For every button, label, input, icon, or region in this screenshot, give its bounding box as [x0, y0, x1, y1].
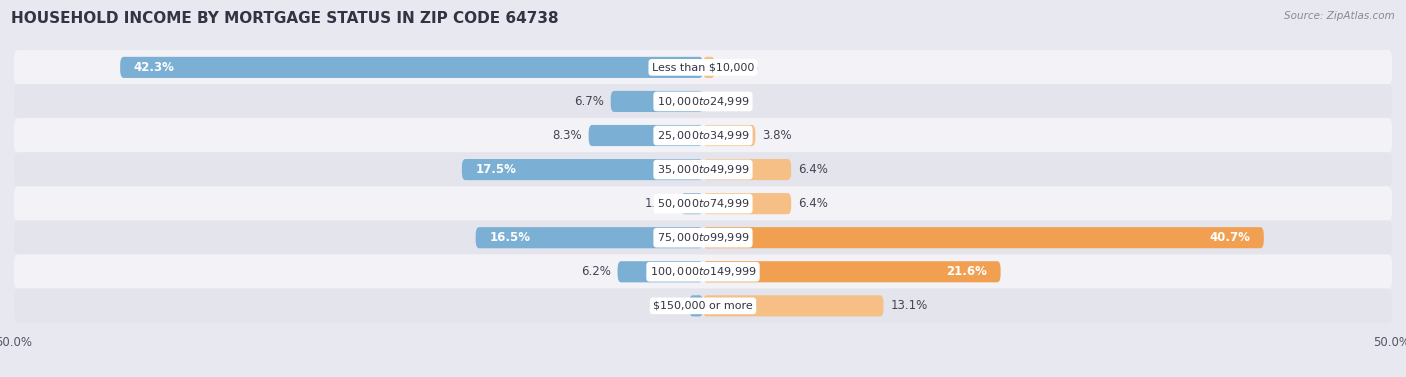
- FancyBboxPatch shape: [589, 125, 703, 146]
- Text: 17.5%: 17.5%: [475, 163, 516, 176]
- FancyBboxPatch shape: [475, 227, 703, 248]
- Text: 3.8%: 3.8%: [762, 129, 792, 142]
- FancyBboxPatch shape: [14, 254, 1392, 289]
- FancyBboxPatch shape: [14, 118, 1392, 153]
- Text: $75,000 to $99,999: $75,000 to $99,999: [657, 231, 749, 244]
- Text: 1.0%: 1.0%: [652, 299, 682, 313]
- Text: 16.5%: 16.5%: [489, 231, 530, 244]
- FancyBboxPatch shape: [703, 193, 792, 214]
- FancyBboxPatch shape: [14, 220, 1392, 255]
- FancyBboxPatch shape: [120, 57, 703, 78]
- FancyBboxPatch shape: [703, 57, 714, 78]
- FancyBboxPatch shape: [14, 50, 1392, 85]
- FancyBboxPatch shape: [703, 125, 755, 146]
- Text: 6.7%: 6.7%: [574, 95, 603, 108]
- Text: 0.0%: 0.0%: [710, 95, 740, 108]
- Text: HOUSEHOLD INCOME BY MORTGAGE STATUS IN ZIP CODE 64738: HOUSEHOLD INCOME BY MORTGAGE STATUS IN Z…: [11, 11, 558, 26]
- Text: $150,000 or more: $150,000 or more: [654, 301, 752, 311]
- Text: 21.6%: 21.6%: [946, 265, 987, 278]
- FancyBboxPatch shape: [461, 159, 703, 180]
- FancyBboxPatch shape: [703, 227, 1264, 248]
- FancyBboxPatch shape: [703, 261, 1001, 282]
- FancyBboxPatch shape: [689, 295, 703, 316]
- Text: 40.7%: 40.7%: [1209, 231, 1250, 244]
- Text: 0.85%: 0.85%: [721, 61, 759, 74]
- Text: $10,000 to $24,999: $10,000 to $24,999: [657, 95, 749, 108]
- FancyBboxPatch shape: [681, 193, 703, 214]
- Text: $100,000 to $149,999: $100,000 to $149,999: [650, 265, 756, 278]
- Text: 6.2%: 6.2%: [581, 265, 610, 278]
- FancyBboxPatch shape: [617, 261, 703, 282]
- Text: 6.4%: 6.4%: [799, 163, 828, 176]
- Text: $50,000 to $74,999: $50,000 to $74,999: [657, 197, 749, 210]
- Text: 1.6%: 1.6%: [644, 197, 673, 210]
- FancyBboxPatch shape: [703, 295, 883, 316]
- FancyBboxPatch shape: [610, 91, 703, 112]
- Text: 13.1%: 13.1%: [890, 299, 928, 313]
- FancyBboxPatch shape: [14, 84, 1392, 119]
- Text: 6.4%: 6.4%: [799, 197, 828, 210]
- Text: $25,000 to $34,999: $25,000 to $34,999: [657, 129, 749, 142]
- Text: 8.3%: 8.3%: [553, 129, 582, 142]
- Text: Less than $10,000: Less than $10,000: [652, 62, 754, 72]
- FancyBboxPatch shape: [14, 186, 1392, 221]
- Text: $35,000 to $49,999: $35,000 to $49,999: [657, 163, 749, 176]
- Text: 42.3%: 42.3%: [134, 61, 174, 74]
- FancyBboxPatch shape: [14, 152, 1392, 187]
- Text: Source: ZipAtlas.com: Source: ZipAtlas.com: [1284, 11, 1395, 21]
- FancyBboxPatch shape: [14, 288, 1392, 323]
- FancyBboxPatch shape: [703, 159, 792, 180]
